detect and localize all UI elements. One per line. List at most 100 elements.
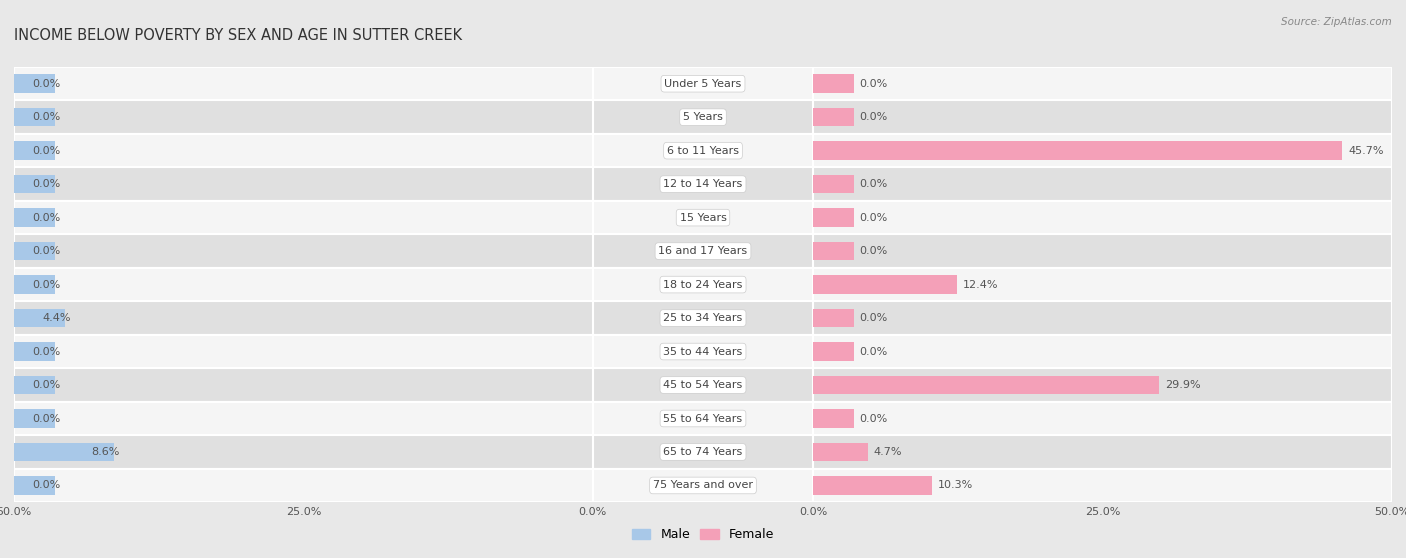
Text: 0.0%: 0.0% — [32, 146, 60, 156]
Bar — [14, 208, 55, 227]
Bar — [813, 268, 1392, 301]
Legend: Male, Female: Male, Female — [627, 523, 779, 546]
Text: 55 to 64 Years: 55 to 64 Years — [664, 413, 742, 424]
Bar — [593, 402, 813, 435]
Bar — [813, 410, 853, 427]
Bar — [813, 477, 932, 495]
Bar — [813, 309, 853, 327]
Text: 18 to 24 Years: 18 to 24 Years — [664, 280, 742, 290]
Bar — [813, 301, 1392, 335]
Bar — [813, 335, 1392, 368]
Bar — [593, 335, 813, 368]
Bar — [14, 67, 593, 100]
Bar — [593, 167, 813, 201]
Text: 0.0%: 0.0% — [859, 213, 887, 223]
Text: Source: ZipAtlas.com: Source: ZipAtlas.com — [1281, 17, 1392, 27]
Bar — [593, 368, 813, 402]
Text: 65 to 74 Years: 65 to 74 Years — [664, 447, 742, 457]
Text: 5 Years: 5 Years — [683, 112, 723, 122]
Bar — [813, 208, 853, 227]
Text: 0.0%: 0.0% — [32, 112, 60, 122]
Text: 12.4%: 12.4% — [963, 280, 998, 290]
Bar — [14, 234, 593, 268]
Bar — [14, 242, 55, 260]
Bar — [14, 201, 593, 234]
Bar — [14, 342, 55, 360]
Bar — [813, 108, 853, 126]
Bar — [593, 469, 813, 502]
Bar — [14, 435, 593, 469]
Text: 75 Years and over: 75 Years and over — [652, 480, 754, 490]
Text: Under 5 Years: Under 5 Years — [665, 79, 741, 89]
Text: 0.0%: 0.0% — [859, 246, 887, 256]
Text: 29.9%: 29.9% — [1166, 380, 1201, 390]
Bar — [813, 368, 1392, 402]
Bar — [813, 402, 1392, 435]
Bar — [813, 376, 1160, 394]
Bar — [14, 309, 65, 327]
Bar — [813, 141, 1343, 160]
Bar — [593, 435, 813, 469]
Text: 0.0%: 0.0% — [32, 79, 60, 89]
Bar — [14, 141, 55, 160]
Bar — [813, 242, 853, 260]
Text: 0.0%: 0.0% — [859, 413, 887, 424]
Text: 35 to 44 Years: 35 to 44 Years — [664, 347, 742, 357]
Bar — [813, 234, 1392, 268]
Text: 0.0%: 0.0% — [32, 213, 60, 223]
Bar — [14, 477, 55, 495]
Bar — [14, 74, 55, 93]
Text: 0.0%: 0.0% — [32, 480, 60, 490]
Bar — [593, 134, 813, 167]
Bar — [593, 201, 813, 234]
Bar — [14, 410, 55, 427]
Bar — [813, 443, 868, 461]
Text: 4.4%: 4.4% — [42, 313, 70, 323]
Text: 8.6%: 8.6% — [91, 447, 120, 457]
Text: 0.0%: 0.0% — [859, 179, 887, 189]
Text: 0.0%: 0.0% — [32, 246, 60, 256]
Text: 0.0%: 0.0% — [859, 112, 887, 122]
Bar — [14, 368, 593, 402]
Bar — [813, 342, 853, 360]
Bar — [813, 469, 1392, 502]
Bar — [813, 201, 1392, 234]
Bar — [14, 443, 114, 461]
Bar — [14, 335, 593, 368]
Text: 0.0%: 0.0% — [859, 79, 887, 89]
Bar — [14, 167, 593, 201]
Bar — [14, 108, 55, 126]
Bar — [14, 175, 55, 193]
Bar — [813, 276, 956, 294]
Text: 12 to 14 Years: 12 to 14 Years — [664, 179, 742, 189]
Text: 0.0%: 0.0% — [32, 380, 60, 390]
Text: 0.0%: 0.0% — [859, 313, 887, 323]
Bar — [14, 100, 593, 134]
Bar — [14, 301, 593, 335]
Text: 0.0%: 0.0% — [32, 347, 60, 357]
Bar — [14, 268, 593, 301]
Bar — [14, 376, 55, 394]
Bar — [813, 175, 853, 193]
Bar — [593, 301, 813, 335]
Text: 25 to 34 Years: 25 to 34 Years — [664, 313, 742, 323]
Bar — [813, 134, 1392, 167]
Text: 10.3%: 10.3% — [938, 480, 973, 490]
Bar — [14, 469, 593, 502]
Text: 45 to 54 Years: 45 to 54 Years — [664, 380, 742, 390]
Bar — [593, 100, 813, 134]
Text: 45.7%: 45.7% — [1348, 146, 1384, 156]
Text: 0.0%: 0.0% — [32, 179, 60, 189]
Bar — [813, 167, 1392, 201]
Text: 0.0%: 0.0% — [859, 347, 887, 357]
Text: INCOME BELOW POVERTY BY SEX AND AGE IN SUTTER CREEK: INCOME BELOW POVERTY BY SEX AND AGE IN S… — [14, 28, 463, 43]
Bar — [813, 100, 1392, 134]
Bar — [593, 268, 813, 301]
Text: 0.0%: 0.0% — [32, 280, 60, 290]
Bar — [14, 402, 593, 435]
Bar — [593, 67, 813, 100]
Text: 16 and 17 Years: 16 and 17 Years — [658, 246, 748, 256]
Text: 4.7%: 4.7% — [873, 447, 901, 457]
Bar — [593, 234, 813, 268]
Text: 0.0%: 0.0% — [32, 413, 60, 424]
